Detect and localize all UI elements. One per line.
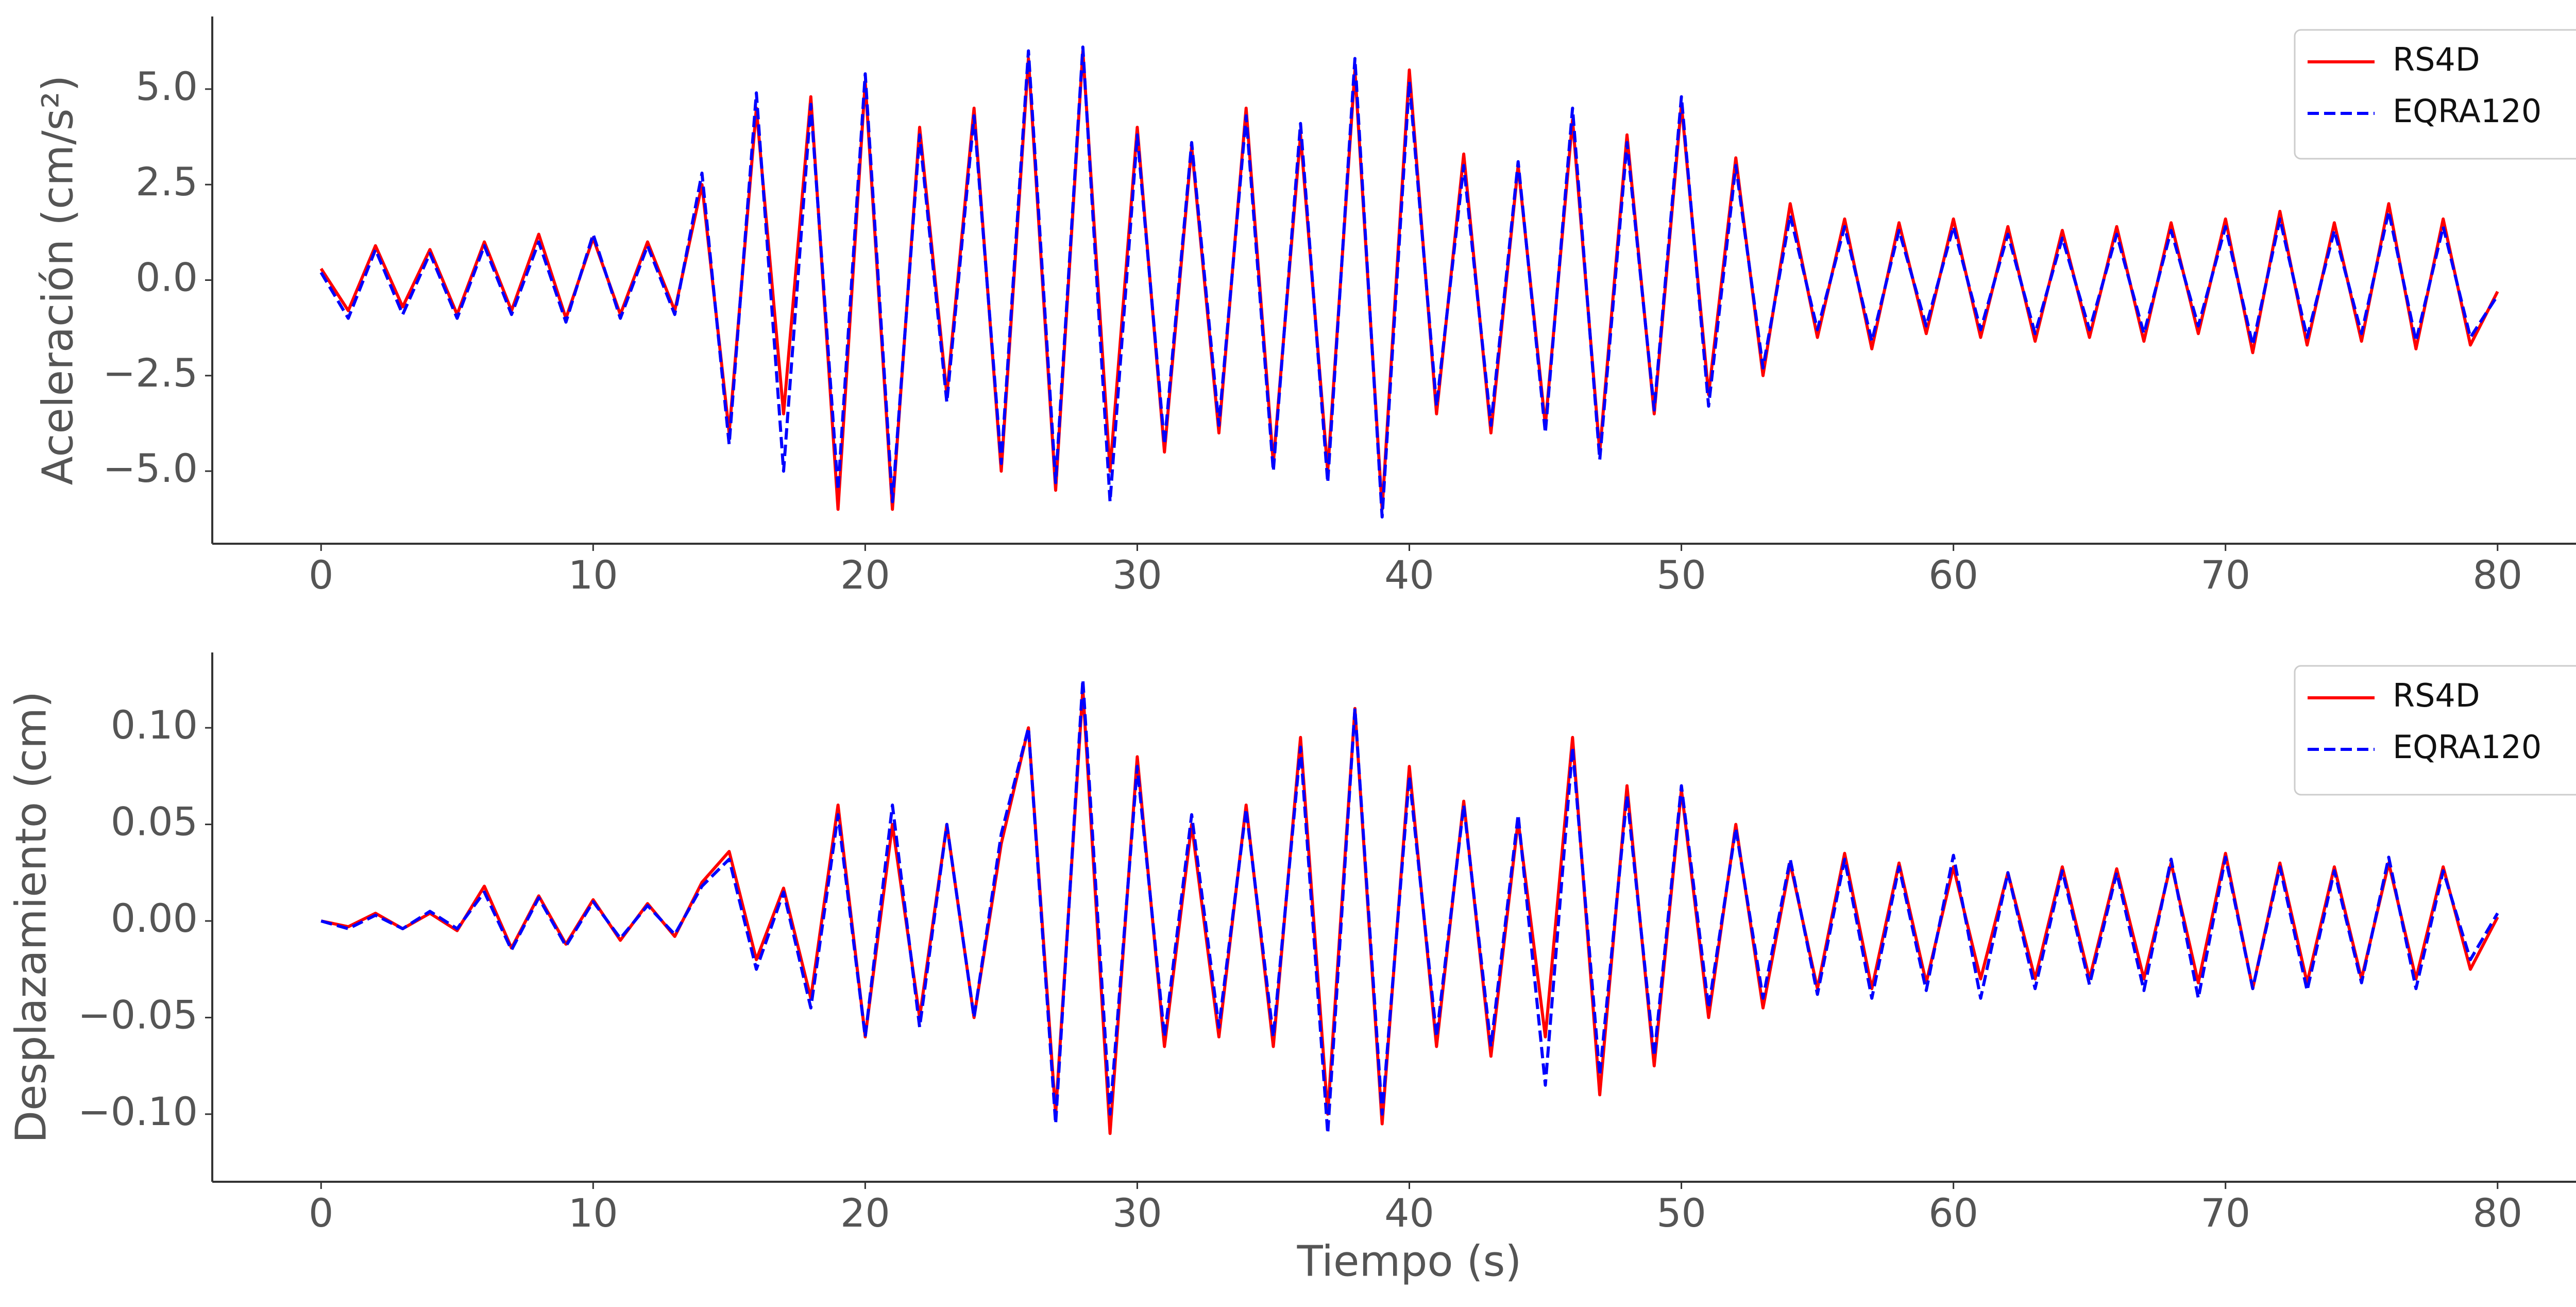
- series-line: [319, 49, 2499, 511]
- y-tick-label: 0.05: [111, 799, 198, 845]
- x-tick-label: 80: [2472, 552, 2522, 598]
- y-tick-label: −2.5: [103, 350, 198, 396]
- series-line: [320, 688, 2499, 1135]
- x-tick-label: 50: [1656, 552, 1706, 598]
- y-tick-label: −0.05: [78, 992, 198, 1037]
- x-tick-label: 80: [2472, 1190, 2522, 1236]
- y-tick-label: −0.10: [78, 1088, 198, 1134]
- x-tick-label: 0: [309, 552, 333, 598]
- y-axis-label: Desplazamiento (cm): [7, 691, 56, 1143]
- x-tick-label: 20: [840, 552, 890, 598]
- x-tick-label: 30: [1112, 1190, 1162, 1236]
- x-tick-label: 60: [1928, 552, 1978, 598]
- y-tick-label: 0.00: [111, 895, 198, 941]
- x-tick-label: 70: [2200, 552, 2250, 598]
- legend-label: EQRA120: [2393, 728, 2541, 766]
- legend-label: EQRA120: [2393, 92, 2541, 130]
- x-tick-label: 20: [840, 1190, 890, 1236]
- x-tick-label: 40: [1384, 552, 1434, 598]
- y-tick-label: −5.0: [103, 445, 198, 491]
- y-tick-label: 0.10: [111, 702, 198, 748]
- x-tick-label: 10: [568, 1190, 618, 1236]
- y-tick-label: 0.0: [135, 254, 198, 300]
- y-tick-label: 5.0: [135, 63, 198, 109]
- y-axis-label: Aceleración (cm/s²): [33, 75, 82, 485]
- legend-label: RS4D: [2393, 677, 2480, 714]
- series-line: [319, 45, 2499, 519]
- series-line: [320, 678, 2499, 1135]
- x-tick-label: 70: [2200, 1190, 2250, 1236]
- x-tick-label: 40: [1384, 1190, 1434, 1236]
- x-tick-label: 60: [1928, 1190, 1978, 1236]
- x-tick-label: 0: [309, 1190, 333, 1236]
- y-tick-label: 2.5: [135, 159, 198, 205]
- x-tick-label: 30: [1112, 552, 1162, 598]
- x-axis-label: Tiempo (s): [1297, 1237, 1522, 1286]
- x-tick-label: 50: [1656, 1190, 1706, 1236]
- legend-label: RS4D: [2393, 41, 2480, 78]
- x-tick-label: 10: [568, 552, 618, 598]
